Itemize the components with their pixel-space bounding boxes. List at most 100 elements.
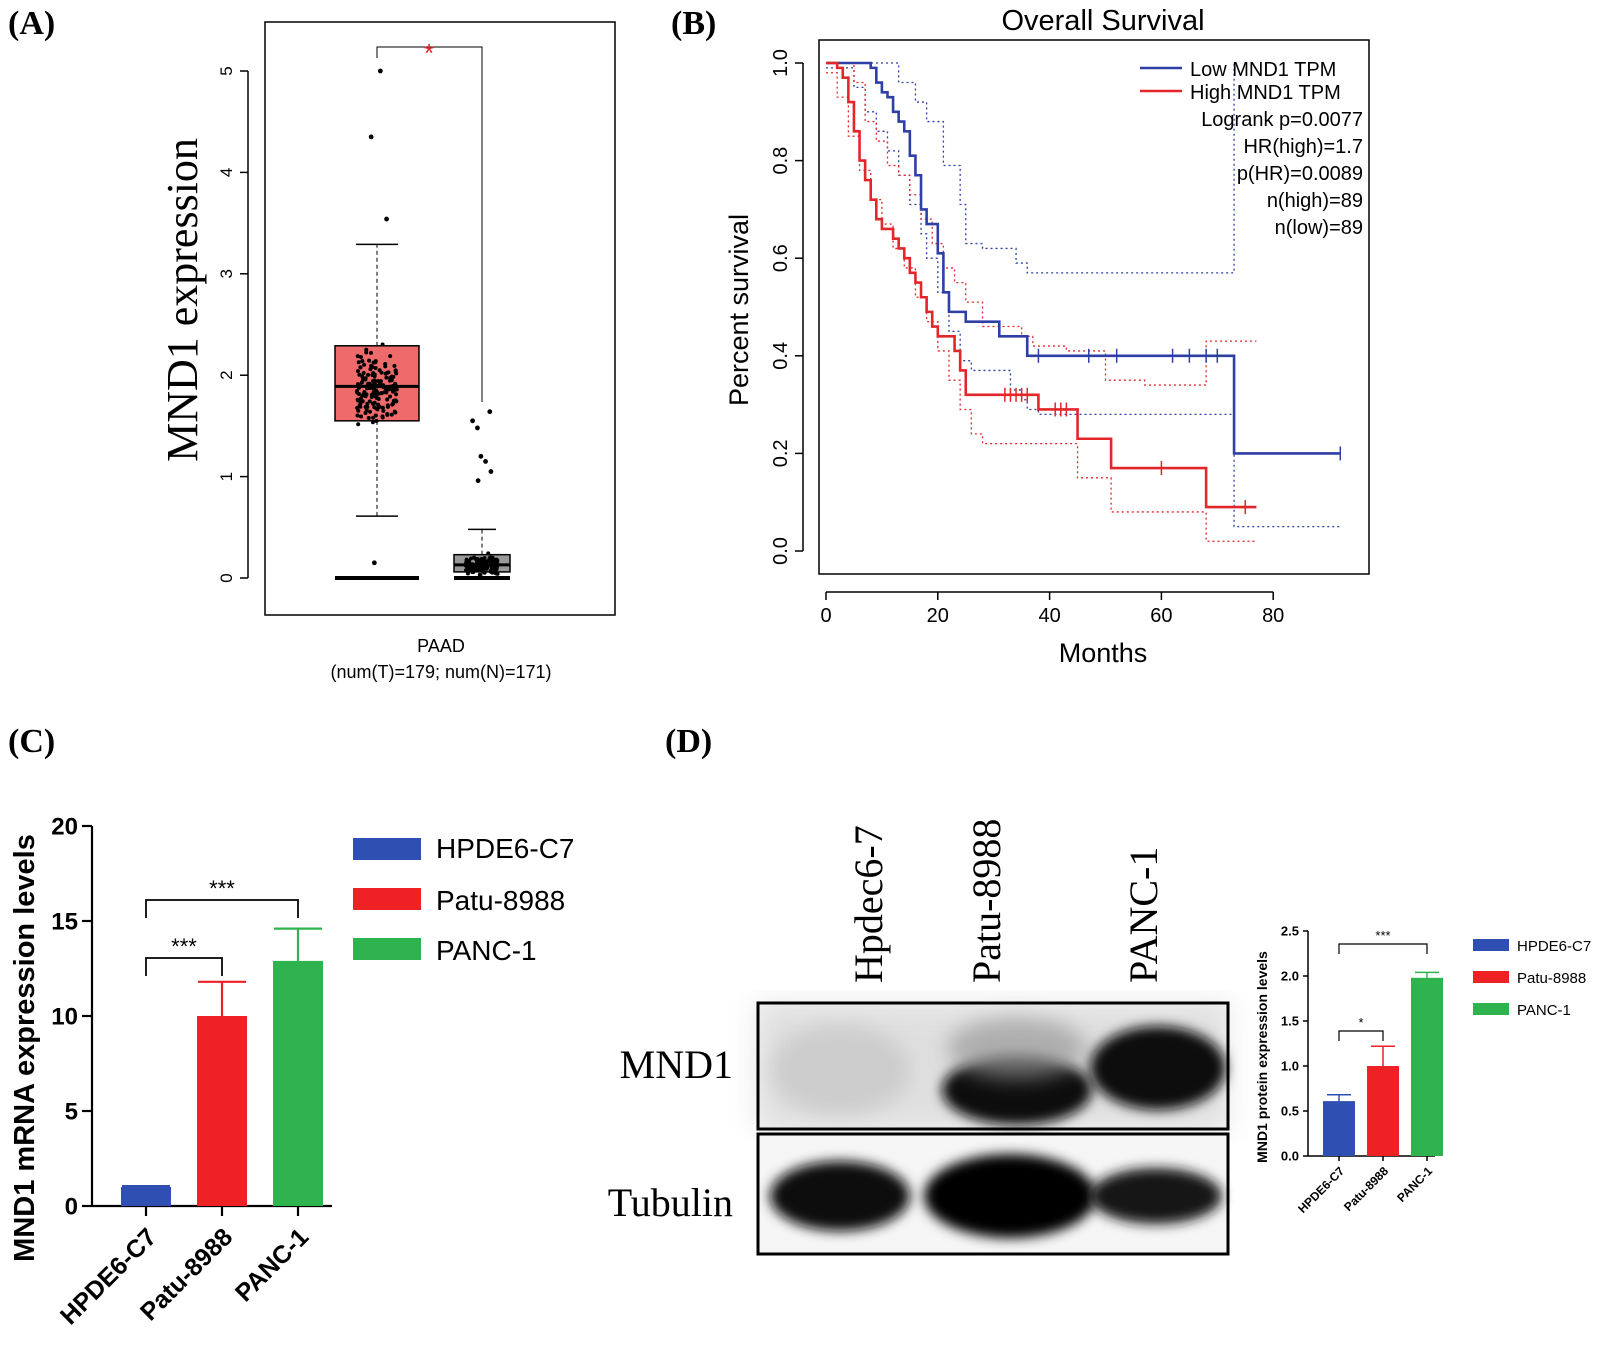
data-point — [380, 342, 385, 347]
data-point — [381, 408, 386, 413]
y-tick-label: 0.2 — [770, 439, 792, 467]
data-point — [484, 560, 489, 565]
panel-label-c: (C) — [8, 723, 55, 760]
data-point — [369, 363, 374, 368]
data-point — [387, 386, 392, 391]
y-axis-label: MND1 protein expression levels — [1254, 951, 1270, 1163]
data-point — [367, 381, 372, 386]
data-point — [357, 403, 362, 408]
bar — [197, 1016, 247, 1206]
blot-tubulin — [756, 1132, 1230, 1256]
y-tick-label: 15 — [51, 909, 78, 936]
legend-patu: Patu-8988 — [436, 885, 565, 916]
outlier-point — [384, 216, 389, 222]
data-point — [385, 370, 390, 375]
data-point — [358, 399, 363, 404]
y-tick-label: 0.0 — [770, 537, 792, 565]
y-tick-label: 10 — [51, 1004, 78, 1031]
band-lane-1 — [770, 1161, 910, 1231]
data-point — [374, 418, 379, 423]
band-lane-1 — [770, 1025, 910, 1115]
legend-swatch-hpde — [1473, 939, 1509, 951]
data-point — [364, 386, 369, 391]
row-label-tubulin: Tubulin — [608, 1180, 733, 1225]
y-tick-label: 0.0 — [1281, 1149, 1299, 1164]
chart-title: Overall Survival — [1001, 5, 1204, 37]
data-point — [393, 368, 398, 373]
data-point — [363, 410, 368, 415]
y-tick-label: 2.5 — [1281, 924, 1299, 939]
data-point — [384, 375, 389, 380]
data-point — [358, 354, 363, 359]
panel-b-survival: Overall Survival Months Percent survival… — [724, 5, 1370, 668]
data-point — [389, 412, 394, 417]
y-tick-label: 0.5 — [1281, 1104, 1299, 1119]
stat-logrank: Logrank p=0.0077 — [1201, 109, 1363, 131]
lane-label-2: Patu-8988 — [964, 819, 1009, 983]
data-point — [394, 371, 399, 376]
panel-label-b: (B) — [671, 5, 716, 42]
data-point — [480, 567, 485, 572]
y-tick-label: 0 — [65, 1194, 78, 1221]
panel-label-d: (D) — [665, 723, 712, 760]
data-point — [466, 562, 471, 567]
data-point — [358, 396, 363, 401]
legend: Low MND1 TPM High MND1 TPM Logrank p=0.0… — [1140, 59, 1363, 239]
outlier-point — [368, 134, 374, 140]
legend-hpde: HPDE6-C7 — [1517, 938, 1591, 955]
data-point — [373, 360, 378, 365]
outlier-point — [475, 425, 480, 431]
plot-frame — [264, 21, 616, 616]
outlier-point — [487, 409, 493, 415]
data-point — [385, 403, 390, 408]
data-point — [373, 365, 378, 370]
x-tick-label: PANC-1 — [230, 1223, 314, 1307]
data-point — [366, 372, 371, 377]
data-point — [365, 405, 370, 410]
significance-bracket — [1338, 1030, 1384, 1041]
data-point — [479, 559, 484, 564]
axes: 0 20 40 60 80 0.0 0.2 0.4 0.6 0.8 1.0 — [770, 49, 1284, 627]
data-point — [358, 365, 363, 370]
data-point — [488, 555, 493, 560]
data-point — [370, 401, 375, 406]
plot-frame — [818, 39, 1370, 575]
data-point — [465, 571, 470, 576]
data-point — [394, 392, 399, 397]
outlier-point — [488, 469, 494, 474]
data-point — [361, 370, 366, 375]
blot-mnd1 — [756, 1001, 1230, 1131]
outlier-point — [371, 560, 377, 566]
data-point — [464, 557, 469, 562]
data-point — [355, 390, 360, 395]
data-point — [375, 407, 380, 412]
y-tick-label: 5 — [65, 1099, 78, 1126]
y-axis-label: Percent survival — [724, 214, 754, 406]
x-tick-label: 80 — [1262, 605, 1284, 627]
y-tick-label: 0.6 — [770, 244, 792, 272]
data-point — [379, 390, 384, 395]
data-point — [494, 566, 499, 571]
y-tick-label: 5 — [217, 66, 236, 75]
legend-patu: Patu-8988 — [1517, 970, 1586, 987]
bar — [273, 960, 323, 1206]
data-point — [471, 567, 476, 572]
x-tick-label: 0 — [820, 605, 831, 627]
ci-lower — [826, 72, 1257, 542]
x-tick-label: Patu-8988 — [1341, 1164, 1391, 1214]
data-point — [383, 364, 388, 369]
data-point — [391, 398, 396, 403]
legend-swatch-hpde — [353, 838, 421, 860]
lane-label-3: PANC-1 — [1121, 847, 1166, 983]
data-point — [392, 363, 397, 368]
y-tick-label: 1 — [217, 472, 236, 481]
data-point — [355, 397, 360, 402]
legend-swatch-patu — [353, 888, 421, 910]
y-tick-label: 0.8 — [770, 147, 792, 175]
panel-label-a: (A) — [8, 5, 55, 42]
data-point — [376, 383, 381, 388]
data-point — [369, 392, 374, 397]
y-tick-label: 2 — [217, 370, 236, 379]
